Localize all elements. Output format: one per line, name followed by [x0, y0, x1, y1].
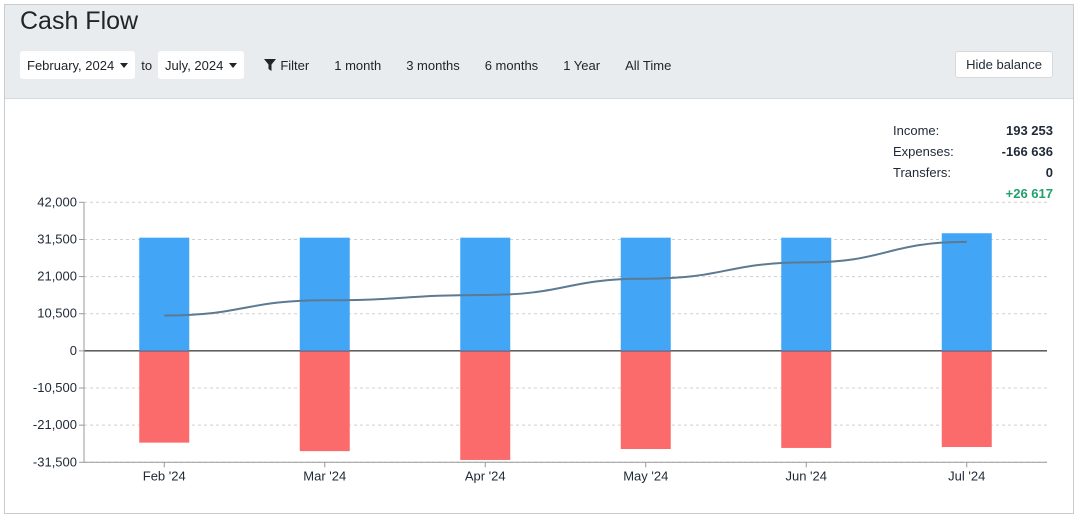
from-month-value: February, 2024 — [27, 57, 115, 73]
range-1-month[interactable]: 1 month — [334, 57, 382, 73]
caret-down-icon — [229, 62, 238, 68]
x-tick-label: May '24 — [623, 468, 668, 483]
net-value: +26 617 — [1005, 186, 1053, 201]
expenses-label: Expenses: — [893, 144, 954, 159]
x-tick-label: Jun '24 — [785, 468, 827, 483]
expense-bar — [299, 351, 350, 452]
income-bar — [139, 237, 190, 351]
from-month-select[interactable]: February, 2024 — [20, 51, 136, 79]
filter-button[interactable]: Filter — [264, 58, 309, 73]
transfers-label: Transfers: — [893, 165, 952, 180]
range-3-months[interactable]: 3 months — [406, 57, 460, 73]
header: Cash Flow February, 2024 to July, 2024 F… — [5, 5, 1073, 99]
x-tick-label: Feb '24 — [143, 468, 186, 483]
page-title: Cash Flow — [20, 7, 139, 35]
y-tick-label: -10,500 — [33, 380, 77, 395]
expense-bar — [139, 351, 190, 443]
y-tick-label: 42,000 — [37, 194, 77, 209]
income-bar — [299, 237, 350, 351]
y-tick-label: 21,000 — [37, 269, 77, 284]
summary: Income: 193 253 Expenses: -166 636 Transfe… — [893, 120, 1053, 204]
balance-line — [164, 240, 967, 317]
expense-bar — [941, 351, 992, 448]
toolbar: February, 2024 to July, 2024 Filter 1 mo… — [20, 51, 671, 79]
expense-bar — [620, 351, 671, 450]
x-tick-label: Jul '24 — [948, 468, 985, 483]
hide-balance-button[interactable]: Hide balance — [955, 51, 1053, 78]
y-tick-label: -31,500 — [33, 454, 77, 469]
to-label: to — [141, 57, 153, 73]
income-label: Income: — [893, 123, 940, 138]
income-bar — [941, 233, 992, 351]
range-all-time[interactable]: All Time — [625, 57, 672, 73]
x-tick-label: Apr '24 — [465, 468, 506, 483]
y-tick-label: -21,000 — [33, 417, 77, 432]
transfers-value: 0 — [1045, 165, 1053, 180]
caret-down-icon — [120, 62, 129, 68]
expense-bar — [781, 351, 832, 448]
expenses-value: -166 636 — [1001, 144, 1053, 159]
x-tick-label: Mar '24 — [303, 468, 346, 483]
to-month-select[interactable]: July, 2024 — [158, 51, 245, 79]
y-tick-label: 31,500 — [37, 231, 77, 246]
expense-bar — [460, 351, 511, 460]
to-month-value: July, 2024 — [165, 57, 224, 73]
income-value: 193 253 — [1006, 123, 1053, 138]
filter-label: Filter — [280, 57, 310, 73]
y-tick-label: 0 — [70, 343, 77, 358]
income-bar — [781, 237, 832, 351]
y-tick-label: 10,500 — [37, 306, 77, 321]
income-bar — [620, 237, 671, 351]
range-6-months[interactable]: 6 months — [484, 57, 539, 73]
range-1-year[interactable]: 1 Year — [563, 57, 601, 73]
filter-icon — [264, 59, 277, 71]
